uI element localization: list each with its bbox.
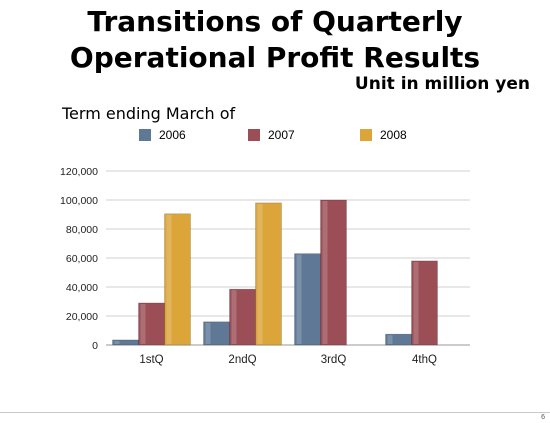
legend-item-2008: 2008 [360, 128, 407, 142]
term-label: Term ending March of [62, 104, 236, 123]
bar-highlight [322, 201, 328, 344]
legend-item-2007: 2007 [248, 128, 295, 142]
bar-2007-3rdQ [320, 199, 347, 346]
title-line-1: Transitions of Quarterly [87, 5, 463, 38]
bar-2008-1stQ [164, 213, 191, 346]
x-tick-label: 1stQ [139, 354, 163, 366]
bar-highlight [114, 340, 120, 344]
legend-label-2007: 2007 [268, 128, 295, 142]
title-line-2: Operational Profit Results [69, 41, 481, 74]
legend-swatch-2006 [139, 129, 151, 141]
bar-highlight [387, 335, 393, 344]
y-tick-label: 80,000 [66, 224, 98, 236]
y-tick-label: 60,000 [66, 253, 98, 265]
legend-swatch-2007 [248, 129, 260, 141]
bar-highlight [140, 303, 146, 344]
legend-item-2006: 2006 [139, 128, 186, 142]
slide-title: Transitions of Quarterly Operational Pro… [0, 4, 550, 76]
bar-highlight [231, 290, 237, 344]
bar-highlight [296, 254, 302, 344]
footer-divider [0, 412, 550, 413]
bar-2008-2ndQ [255, 202, 282, 346]
bar-highlight [257, 203, 263, 344]
unit-label: Unit in million yen [354, 74, 530, 94]
y-tick-label: 0 [92, 340, 98, 352]
bar-highlight [205, 322, 211, 344]
page-number: 6 [541, 414, 545, 421]
bar-2007-2ndQ [229, 288, 256, 346]
y-tick-label: 100,000 [60, 195, 98, 207]
bar-2006-3rdQ [294, 253, 321, 346]
y-tick-label: 20,000 [66, 311, 98, 323]
x-tick-label: 2ndQ [228, 354, 256, 366]
bar-highlight [166, 214, 172, 344]
legend-label-2008: 2008 [380, 128, 407, 142]
x-tick-label: 4thQ [412, 354, 437, 366]
bar-2007-4thQ [411, 260, 438, 346]
y-tick-label: 120,000 [60, 166, 98, 178]
legend-label-2006: 2006 [159, 128, 186, 142]
y-tick-label: 40,000 [66, 282, 98, 294]
x-tick-label: 3rdQ [321, 354, 347, 366]
bar-highlight [413, 261, 419, 344]
bar-2007-1stQ [138, 302, 165, 346]
legend-swatch-2008 [360, 129, 372, 141]
